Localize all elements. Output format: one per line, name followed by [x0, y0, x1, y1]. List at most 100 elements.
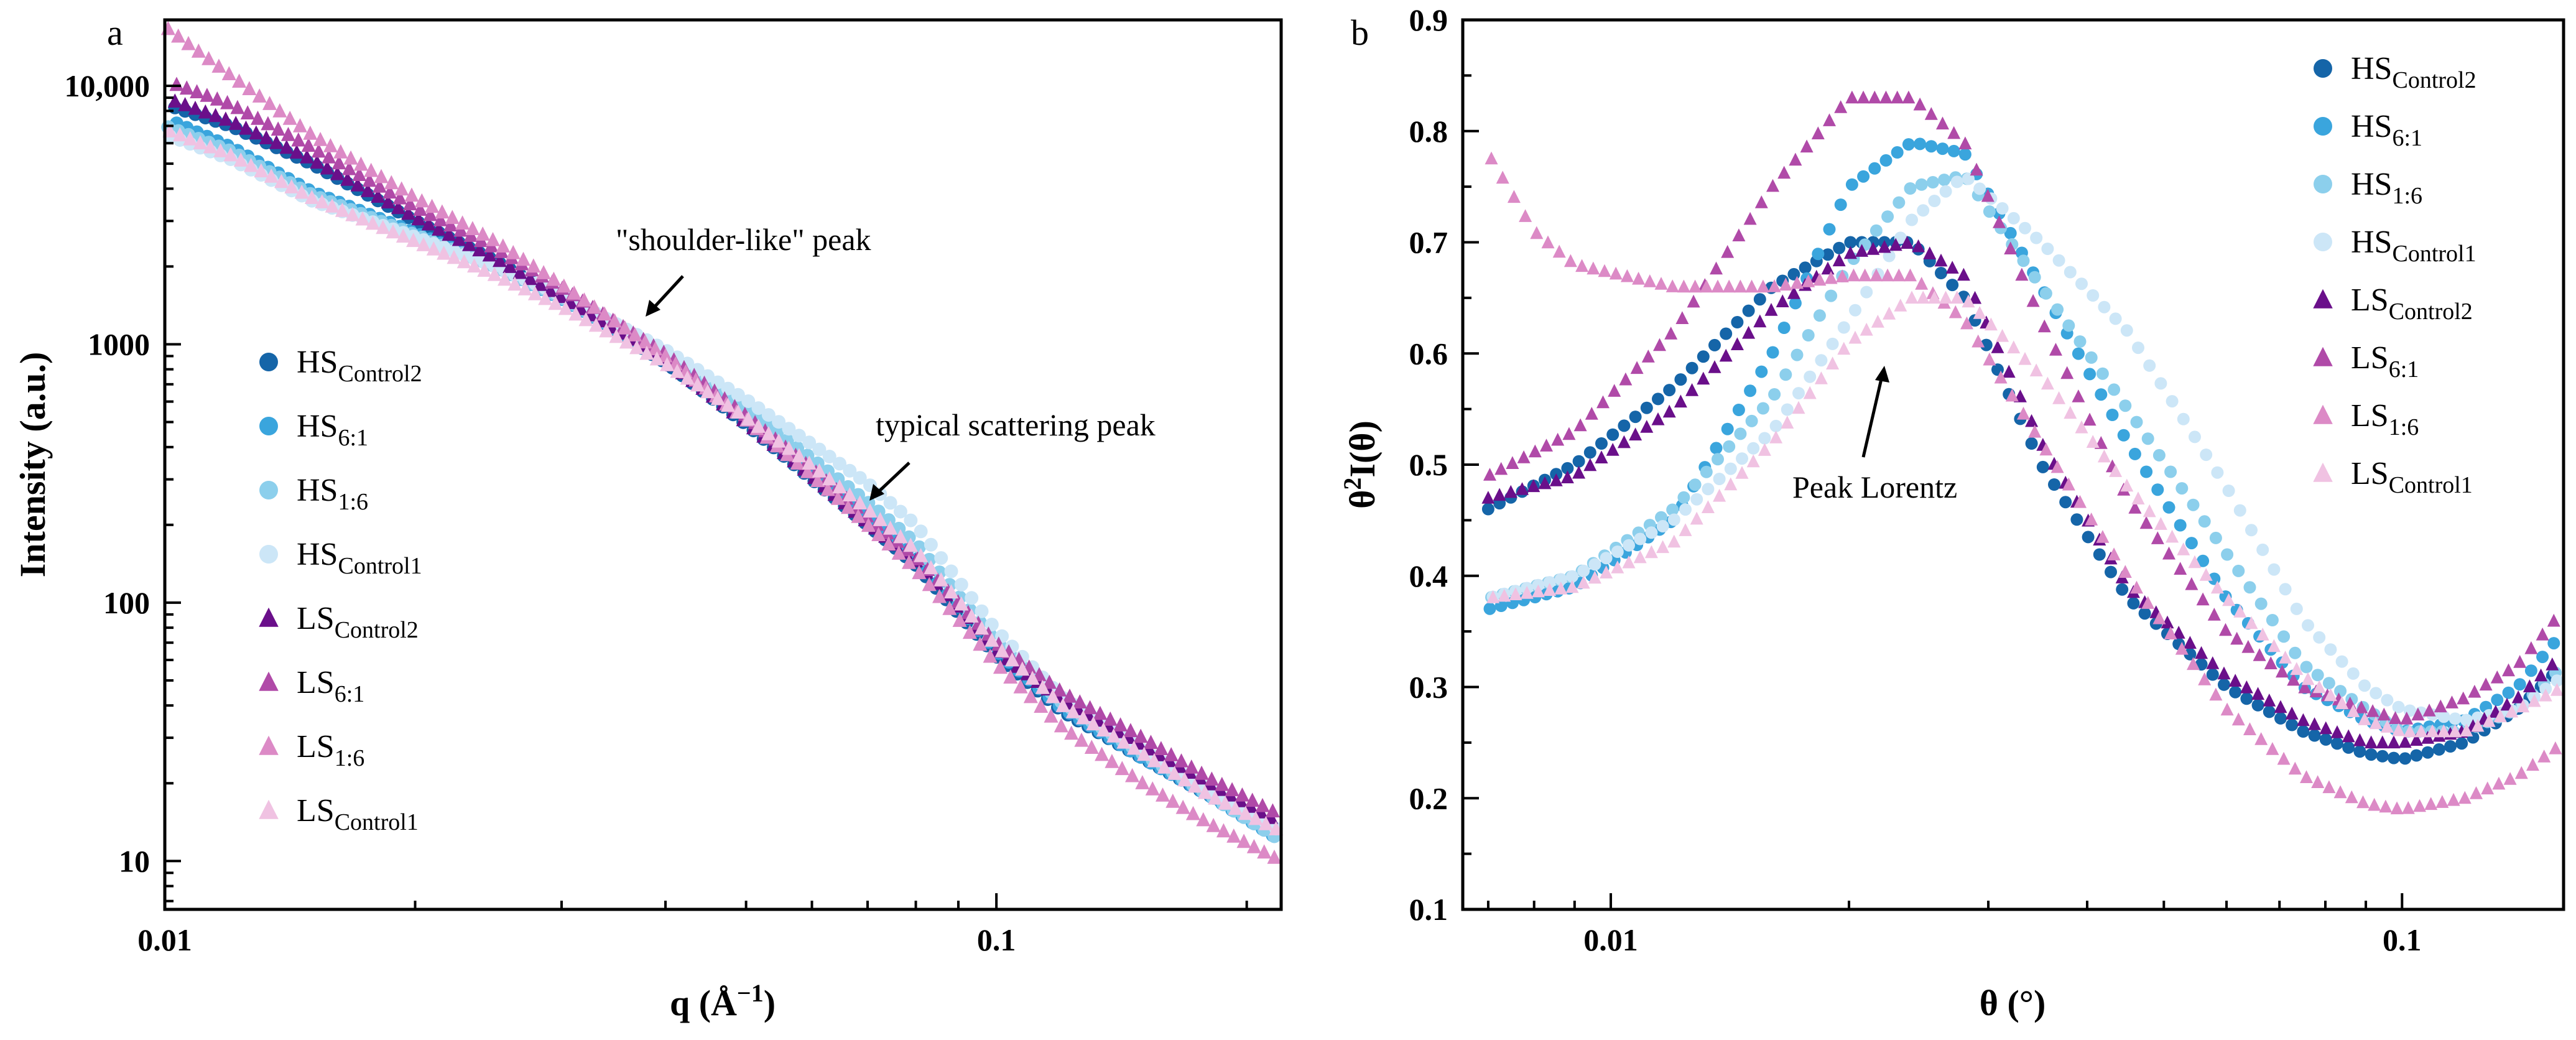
- panel-a-data-point: [426, 241, 441, 256]
- panel-b-data-point: [1747, 442, 1760, 455]
- panel-b-data-point: [1745, 414, 1758, 427]
- panel-b-data-point: [1755, 365, 1768, 378]
- panel-a-data-point: [345, 207, 360, 221]
- panel-a-data-point: [954, 596, 969, 611]
- panel-a-data-point: [973, 636, 988, 651]
- panel-a-data-point: [376, 220, 391, 234]
- panel-b-data-point: [1754, 195, 1768, 208]
- panel-a-data-point: [1023, 689, 1038, 703]
- panel-b-data-point: [2108, 383, 2121, 396]
- panel-a-data-point: [871, 527, 886, 541]
- panel-a-data-point: [503, 259, 517, 273]
- panel-b-data-point: [1573, 418, 1587, 432]
- panel-a-data-point: [179, 80, 194, 95]
- panel-a-y-tick-label: 10: [119, 843, 150, 878]
- panel-b-data-point: [1813, 272, 1827, 286]
- panel-b-data-point: [2152, 448, 2166, 462]
- panel-b-data-point: [2511, 690, 2525, 703]
- panel-a-data-point: [792, 429, 806, 443]
- panel-a-data-point: [853, 471, 867, 485]
- panel-a-data-point: [1184, 759, 1199, 774]
- panel-b-data-point: [2355, 700, 2368, 713]
- panel-a-data-point: [371, 188, 386, 203]
- panel-b-data-point: [1845, 178, 1858, 191]
- panel-b-data-point: [2368, 797, 2381, 811]
- panel-b-data-point: [2390, 801, 2404, 815]
- panel-a-data-point: [922, 577, 937, 592]
- panel-b-data-point: [2233, 504, 2246, 517]
- panel-a-data-point: [406, 233, 421, 248]
- panel-b-data-point: [2286, 718, 2299, 731]
- panel-b-data-point: [1583, 458, 1597, 471]
- panel-b-data-point: [2335, 655, 2348, 668]
- panel-a-data-point: [252, 88, 267, 103]
- panel-b-data-point: [1926, 176, 1939, 188]
- panel-b-data-point: [2007, 211, 2020, 225]
- panel-b-data-point: [1554, 582, 1568, 595]
- panel-a-data-point: [934, 572, 948, 587]
- panel-b-data-point: [2230, 631, 2244, 645]
- panel-a-data-point: [883, 520, 898, 535]
- panel-b-data-point: [1996, 328, 2009, 342]
- panel-b-data-point: [2403, 724, 2417, 738]
- panel-b-data-point: [2481, 781, 2495, 795]
- panel-b-data-point: [1690, 511, 1703, 525]
- panel-b-data-point: [2254, 732, 2268, 745]
- panel-a-data-point: [985, 633, 999, 647]
- panel-a-data-point: [993, 659, 1008, 674]
- panel-b-data-point: [2279, 651, 2292, 664]
- panel-b-data-point: [2409, 733, 2423, 746]
- panel-b-data-point: [2187, 657, 2200, 671]
- panel-b-data-point: [1611, 560, 1624, 573]
- panel-a-data-point: [1258, 815, 1273, 830]
- panel-b-data-point: [2370, 687, 2383, 700]
- panel-b-data-point: [1789, 152, 1802, 166]
- panel-b-data-point: [1543, 576, 1556, 589]
- panel-a-data-point: [881, 536, 896, 550]
- panel-a-data-point: [353, 156, 368, 171]
- panel-b-data-point: [2059, 496, 2072, 509]
- panel-b-data-point: [1904, 182, 1917, 195]
- panel-a-data-point: [313, 132, 328, 146]
- panel-b-data-point: [1777, 165, 1791, 179]
- panel-b-data-point: [2217, 666, 2231, 680]
- panel-a-y-tick-label: 1000: [88, 327, 150, 361]
- panel-b-data-point: [1697, 371, 1710, 385]
- panel-b-data-point: [1917, 204, 1930, 217]
- panel-b-data-point: [1962, 294, 1975, 308]
- panel-a-data-point: [1055, 698, 1070, 712]
- panel-b-data-point: [2025, 437, 2038, 450]
- panel-a-data-point: [587, 299, 602, 314]
- panel-b-data-point: [1802, 274, 1815, 287]
- panel-b-data-point: [2449, 712, 2462, 725]
- panel-b-data-point: [1742, 325, 1756, 339]
- panel-b-data-point: [1847, 268, 1860, 282]
- panel-b-data-point: [1583, 446, 1596, 459]
- panel-b-data-point: [1902, 90, 1916, 104]
- panel-a-data-point: [802, 455, 817, 470]
- panel-a-data-point: [619, 334, 634, 349]
- panel-b-data-point: [2251, 699, 2264, 712]
- panel-a-data-point: [391, 200, 405, 215]
- panel-b-data-point: [2172, 626, 2185, 639]
- panel-b-data-point: [1617, 435, 1631, 448]
- panel-b-data-point: [1565, 580, 1579, 593]
- panel-b-data-point: [2082, 531, 2095, 544]
- panel-b-data-point: [1577, 575, 1590, 589]
- panel-a-data-point: [1013, 679, 1028, 694]
- panel-b-data-point: [2290, 662, 2304, 676]
- panel-b-data-point: [2422, 703, 2436, 717]
- panel-a-x-tick-label: 0.01: [137, 922, 192, 957]
- panel-b-legend-entry: HS1:6: [2351, 167, 2422, 209]
- panel-b-data-point: [1925, 140, 1938, 153]
- panel-b-data-point: [1531, 584, 1545, 598]
- panel-a-data-point: [475, 226, 490, 241]
- panel-b-data-point: [2138, 607, 2151, 620]
- panel-a-data-point: [741, 394, 756, 408]
- panel-b-data-point: [1731, 316, 1744, 328]
- panel-a-data-point: [1135, 775, 1150, 789]
- panel-b-data-point: [2334, 685, 2347, 698]
- panel-a-data-point: [924, 537, 938, 552]
- panel-b-data-point: [1768, 388, 1781, 401]
- panel-b-data-point: [2085, 513, 2098, 526]
